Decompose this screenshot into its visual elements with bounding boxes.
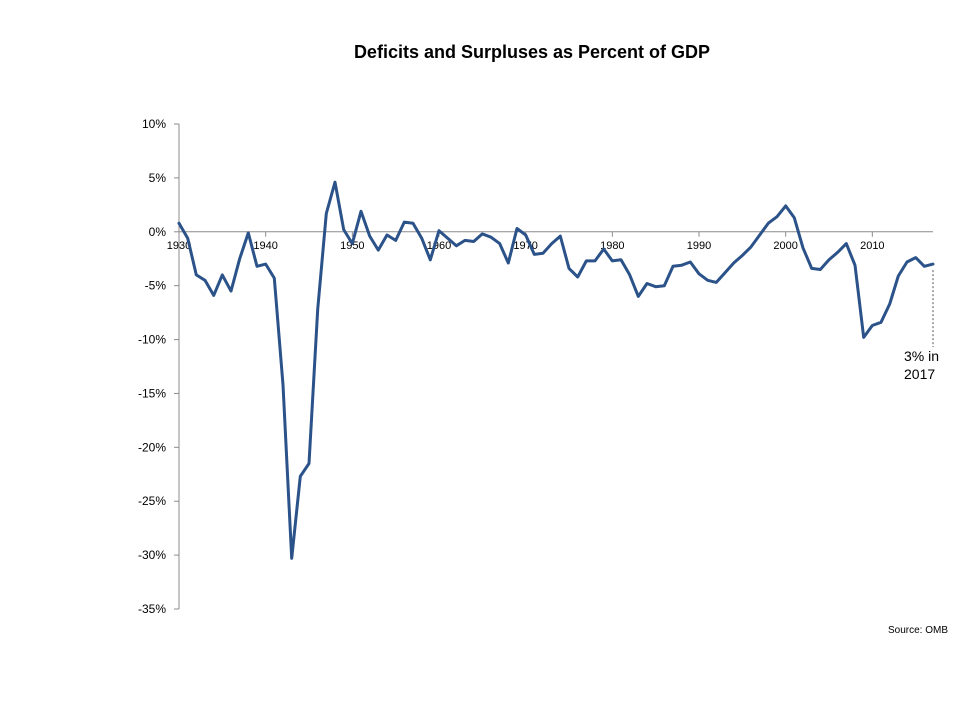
y-tick-label: -25%	[138, 494, 166, 508]
source-note: Source: OMB	[887, 625, 948, 636]
annotation-2017: 3% in 2017	[904, 347, 939, 383]
y-tick-label: -15%	[138, 386, 166, 400]
annotation-line-1: 3% in	[904, 348, 940, 364]
y-tick-label: -35%	[138, 602, 166, 616]
x-tick-label: 1930	[167, 240, 191, 252]
chart-title: Deficits and Surpluses as Percent of GDP	[353, 42, 711, 62]
x-tick-label: 1950	[340, 240, 364, 252]
y-tick-label: -5%	[145, 279, 167, 293]
x-tick-label: 1970	[513, 240, 537, 252]
y-tick-label: -10%	[138, 333, 166, 347]
x-tick-label: 2010	[860, 240, 884, 252]
series-line-deficit-surplus	[177, 180, 935, 560]
y-tick-label: 10%	[142, 117, 166, 131]
x-tick-label: 1990	[687, 240, 711, 252]
y-tick-label: -30%	[138, 548, 166, 562]
x-tick-label: 1940	[253, 240, 277, 252]
y-tick-label: 0%	[149, 225, 167, 239]
y-tick-label: 5%	[149, 171, 167, 185]
y-tick-label: -20%	[138, 440, 166, 454]
x-axis: 1930 1940 1950 1960 1970 1980 1990 2000 2010	[167, 231, 933, 252]
series-layer	[177, 180, 935, 560]
x-tick-label: 2000	[773, 240, 797, 252]
y-axis: 10% 5% 0% -5% -10% -15% -20% -25% -30% -35%	[138, 117, 180, 616]
x-tick-label: 1980	[600, 240, 624, 252]
annotation-line-2: 2017	[904, 366, 936, 382]
x-tick-label: 1960	[427, 240, 451, 252]
